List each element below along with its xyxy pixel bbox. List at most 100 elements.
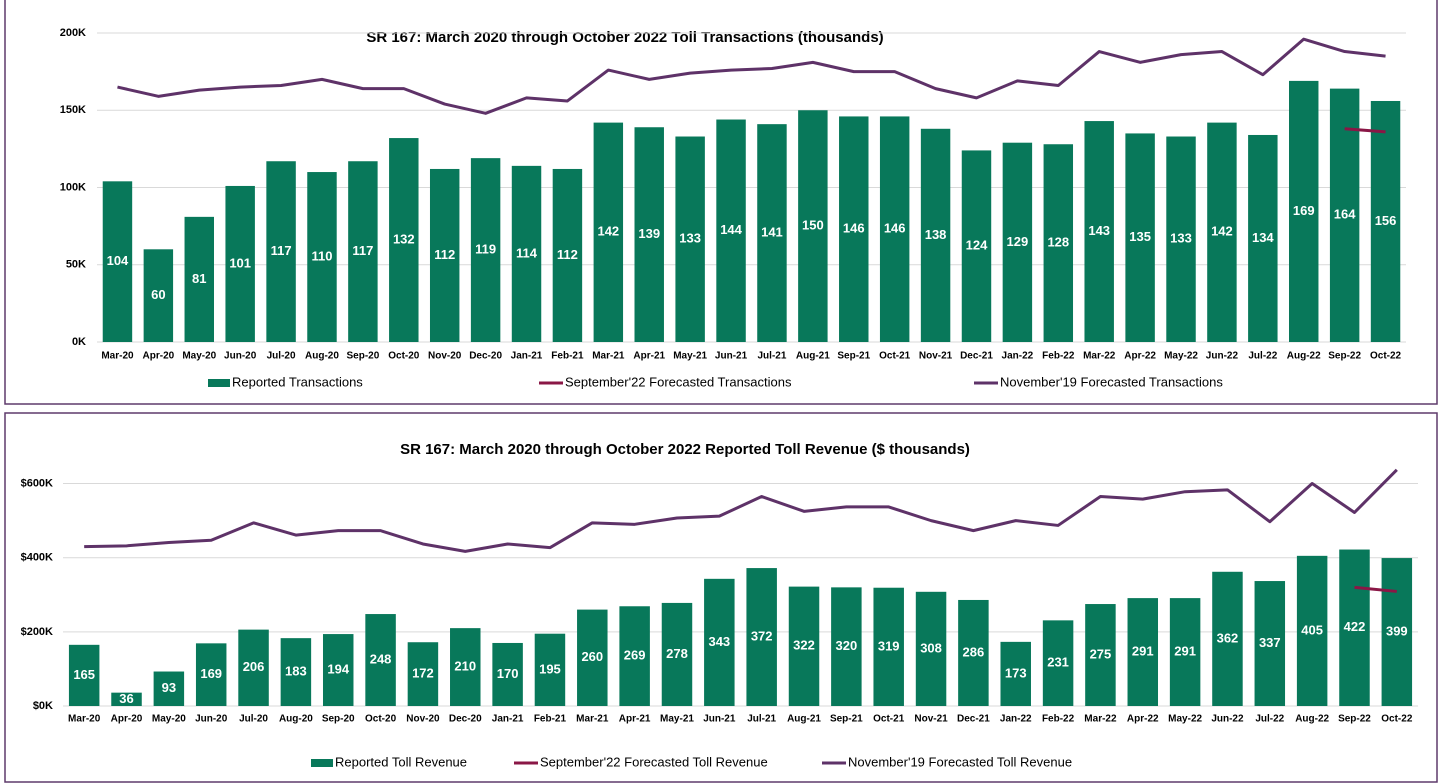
bar	[1085, 604, 1116, 706]
x-tick-label: Jul-20	[267, 351, 296, 362]
x-tick-label: Aug-20	[279, 714, 313, 725]
x-tick-label: Jul-22	[1248, 351, 1277, 362]
bar	[153, 671, 185, 706]
x-tick-label: Jul-21	[758, 351, 787, 362]
bar-value-label: 206	[243, 659, 265, 674]
bar-value-label: 286	[963, 644, 985, 659]
x-tick-label: Apr-20	[143, 351, 175, 362]
x-tick-label: Mar-22	[1084, 714, 1117, 725]
y-tick-label: $200K	[21, 626, 53, 638]
x-tick-label: May-20	[182, 351, 216, 362]
legend-label: Reported Toll Revenue	[335, 754, 467, 769]
bar	[831, 587, 862, 706]
x-tick-label: Feb-22	[1042, 351, 1075, 362]
x-tick-label: Jan-21	[492, 714, 524, 725]
x-tick-label: Jun-22	[1206, 351, 1239, 362]
x-tick-label: Jun-21	[703, 714, 736, 725]
bar	[577, 609, 608, 706]
x-tick-label: Mar-22	[1083, 351, 1116, 362]
y-tick-label: 100K	[60, 181, 86, 193]
bar-value-label: 36	[119, 691, 133, 706]
x-tick-label: Oct-21	[879, 351, 911, 362]
bar-value-label: 170	[497, 666, 519, 681]
bar	[1002, 142, 1033, 342]
bar-value-label: 322	[793, 638, 815, 653]
bar	[102, 181, 133, 342]
bar-value-label: 138	[925, 227, 947, 242]
bar	[365, 614, 396, 706]
bar-value-label: 291	[1174, 643, 1196, 658]
bar	[788, 586, 820, 706]
x-tick-label: Dec-21	[957, 714, 990, 725]
bar	[1381, 558, 1413, 706]
x-tick-label: Dec-20	[449, 714, 482, 725]
bar-value-label: 124	[966, 238, 988, 253]
bar-value-label: 169	[1293, 203, 1315, 218]
bar	[716, 119, 746, 343]
x-tick-label: May-22	[1164, 351, 1198, 362]
legend-label: September'22 Forecasted Transactions	[565, 374, 792, 389]
bar-value-label: 101	[229, 255, 251, 270]
bar	[879, 116, 910, 343]
bar-value-label: 343	[708, 634, 730, 649]
bar-value-label: 362	[1217, 630, 1239, 645]
x-tick-label: Nov-21	[919, 351, 953, 362]
bar-value-label: 112	[434, 247, 455, 262]
bar-value-label: 146	[884, 221, 906, 236]
x-tick-label: Mar-20	[101, 351, 134, 362]
bar	[307, 172, 337, 342]
x-tick-label: Oct-20	[388, 351, 420, 362]
x-tick-label: Jan-21	[511, 351, 543, 362]
bar	[195, 643, 227, 706]
bar-value-label: 320	[836, 638, 858, 653]
x-tick-label: Jun-20	[195, 714, 228, 725]
x-tick-label: Dec-21	[960, 351, 993, 362]
chart-title: SR 167: March 2020 through October 2022 …	[366, 29, 883, 46]
bar-value-label: 291	[1132, 643, 1154, 658]
y-tick-label: $0K	[33, 700, 53, 712]
bar	[280, 638, 312, 706]
bar	[1254, 581, 1286, 706]
bar	[225, 185, 255, 342]
x-tick-label: Apr-20	[111, 714, 143, 725]
bar	[920, 128, 951, 342]
bar-value-label: 104	[107, 253, 129, 268]
x-tick-label: Apr-22	[1127, 714, 1159, 725]
x-tick-label: Mar-21	[576, 714, 609, 725]
x-tick-label: May-20	[152, 714, 186, 725]
x-tick-label: Aug-21	[796, 351, 830, 362]
bar	[661, 602, 693, 706]
bar-value-label: 128	[1047, 235, 1069, 250]
bar-value-label: 143	[1088, 223, 1110, 238]
bar	[1296, 555, 1328, 706]
bar	[619, 606, 650, 706]
x-tick-label: Apr-21	[633, 351, 665, 362]
line	[117, 37, 1386, 115]
bar	[1169, 598, 1201, 706]
bar-value-label: 119	[475, 242, 496, 257]
x-tick-label: Sep-21	[837, 351, 870, 362]
bar-value-label: 93	[162, 680, 176, 695]
bar	[798, 110, 828, 342]
bar-value-label: 110	[311, 248, 332, 263]
legend-swatch	[208, 379, 230, 387]
x-tick-label: Nov-20	[428, 351, 462, 362]
bar	[1166, 136, 1196, 342]
bar	[746, 568, 777, 706]
line	[84, 468, 1398, 553]
bar	[757, 124, 787, 342]
x-tick-label: Jun-21	[715, 351, 748, 362]
bar-value-label: 260	[581, 649, 603, 664]
x-tick-label: Jan-22	[1002, 351, 1034, 362]
bar-value-label: 60	[151, 287, 165, 302]
bar	[1125, 133, 1155, 342]
bar	[68, 644, 100, 706]
bar	[1370, 100, 1401, 342]
x-tick-label: Aug-22	[1287, 351, 1321, 362]
bar-value-label: 173	[1005, 665, 1027, 680]
bar	[266, 161, 296, 342]
bar-value-label: 269	[624, 648, 646, 663]
x-tick-label: Oct-21	[873, 714, 905, 725]
line	[1344, 127, 1386, 134]
bar	[1127, 598, 1159, 706]
